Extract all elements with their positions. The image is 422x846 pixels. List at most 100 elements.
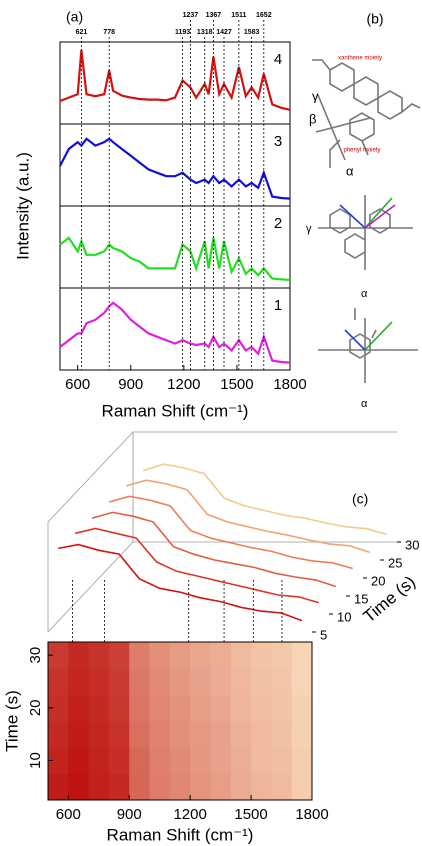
heatmap-cell (291, 773, 313, 801)
x-tick-label: 900 (118, 376, 143, 393)
heatmap-cell (88, 773, 110, 801)
heatmap-cell (149, 668, 171, 696)
peak-label: 1193 (175, 29, 190, 36)
heatmap-cell (271, 747, 293, 775)
heatmap-cell (108, 694, 130, 722)
strip-frame (59, 41, 291, 125)
molecule-sketches (312, 59, 421, 383)
spectrum-line (59, 236, 291, 282)
heatmap-cell (149, 642, 171, 669)
panel-label: (b) (366, 11, 383, 27)
trace-label: 2 (274, 215, 282, 232)
heatmap-cell (190, 747, 211, 775)
axis-symbol: α (361, 398, 368, 410)
x-tick-label: 1800 (273, 376, 306, 393)
heatmap-cell (68, 721, 90, 748)
heatmap-cell (68, 694, 90, 722)
heatmap-cell (88, 747, 110, 775)
x-tick-label: 1200 (173, 806, 206, 823)
heatmap-cell (230, 642, 252, 669)
heatmap-cell (230, 747, 252, 775)
time-tick-label: 10 (337, 609, 351, 624)
heatmap-cell (169, 747, 191, 775)
heatmap-cell (169, 642, 191, 669)
heatmap-cell (210, 642, 232, 669)
x-tick-label: 1500 (220, 376, 253, 393)
x-tick-label: 1800 (295, 806, 328, 823)
heatmap-cell (149, 694, 171, 722)
heatmap-cell (129, 668, 151, 696)
heatmap-cell (251, 694, 272, 722)
heatmap-cell (169, 694, 191, 722)
heatmap-cell (291, 747, 313, 775)
peak-label: 1583 (244, 29, 260, 36)
heatmap-cell (129, 694, 151, 722)
peak-label: 621 (76, 29, 88, 36)
heatmap-cell (108, 747, 130, 775)
peak-label: 778 (103, 29, 115, 36)
y-tick-label: 10 (27, 752, 44, 769)
heatmap-cell (251, 642, 272, 669)
heatmap-cell (68, 668, 90, 696)
waterfall-line (91, 511, 337, 588)
spectrum-line (59, 301, 291, 364)
heatmap-cell (271, 773, 293, 801)
axis-symbol: γ (312, 88, 319, 103)
heatmap-cell (251, 668, 272, 696)
heatmap-cell (48, 694, 69, 722)
heatmap-cell (210, 668, 232, 696)
x-tick-label: 600 (56, 806, 81, 823)
heatmap-cell (190, 642, 211, 669)
axis-symbol: α (346, 163, 354, 178)
heatmap-cell (291, 721, 313, 748)
heatmap-cell (149, 721, 171, 748)
trace-label: 3 (274, 133, 282, 150)
x-tick-label: 900 (117, 806, 142, 823)
waterfall-line (142, 463, 388, 536)
time-tick-label: 30 (405, 537, 419, 552)
heatmap-cell (169, 773, 191, 801)
heatmap-cell (190, 668, 211, 696)
heatmap-cell (149, 747, 171, 775)
heatmap-cell (230, 721, 252, 748)
heatmap-cell (88, 642, 110, 669)
spectrum-line (59, 137, 291, 200)
heatmap-cell (108, 642, 130, 669)
heatmap-cell (88, 694, 110, 722)
heatmap-cell (291, 668, 313, 696)
time-tick-label: 25 (388, 555, 402, 570)
heatmap-cell (271, 642, 293, 669)
strip-frame (59, 205, 291, 289)
panel-label: (c) (352, 491, 368, 507)
heatmap-cell (48, 721, 69, 748)
time-tick-label: 15 (354, 591, 368, 606)
heatmap-cell (291, 694, 313, 722)
heatmap-cell (108, 773, 130, 801)
heatmap-cell (190, 773, 211, 801)
axis-symbol: γ (306, 223, 312, 235)
x-axis-label: Raman Shift (cm⁻¹) (107, 825, 254, 844)
x-tick-label: 600 (65, 376, 90, 393)
trace-label: 1 (274, 297, 282, 314)
x-tick-label: 1200 (167, 376, 200, 393)
heatmap-cell (190, 721, 211, 748)
strip-frame (59, 123, 291, 207)
x-axis-label: Raman Shift (cm⁻¹) (102, 401, 249, 420)
heatmap-cell (251, 773, 272, 801)
heatmap-cell (271, 694, 293, 722)
heatmap-cell (210, 747, 232, 775)
time-tick-label: 20 (371, 573, 385, 588)
waterfall-line (58, 543, 303, 622)
heatmap-cell (68, 747, 90, 775)
time-tick-label: 5 (320, 627, 327, 642)
heatmap-cell (129, 773, 151, 801)
waterfall-line (108, 495, 354, 570)
axis-symbol: β (309, 111, 316, 126)
peak-label: 1652 (256, 12, 272, 19)
trace-label: 4 (274, 51, 282, 68)
peak-label: 1318 (197, 29, 213, 36)
heatmap-cell (129, 642, 151, 669)
peak-label: 1427 (216, 29, 232, 36)
heatmap-cell (48, 668, 69, 696)
